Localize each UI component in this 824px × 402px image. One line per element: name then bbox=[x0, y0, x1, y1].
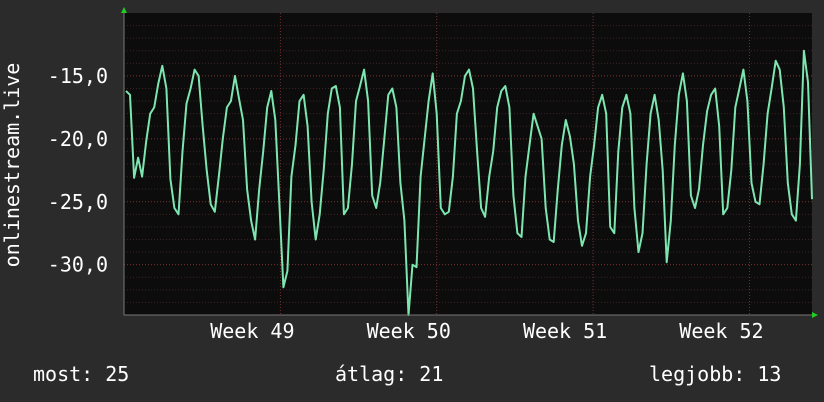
x-tick-label: Week 52 bbox=[679, 319, 763, 343]
x-tick-label: Week 49 bbox=[210, 319, 294, 343]
average-value: átlag: 21 bbox=[335, 362, 444, 386]
x-tick-label: Week 50 bbox=[367, 319, 451, 343]
x-tick-label: Week 51 bbox=[523, 319, 607, 343]
minor-grid bbox=[124, 25, 812, 316]
x-axis-ticks: Week 49 Week 50 Week 51 Week 52 bbox=[210, 319, 763, 343]
y-tick-label: -25,0 bbox=[48, 190, 108, 214]
y-axis-ticks: -15,0 -20,0 -25,0 -30,0 bbox=[48, 64, 108, 277]
y-axis-label: onlinestream.live bbox=[0, 63, 24, 268]
current-value: most: 25 bbox=[33, 362, 130, 386]
y-tick-label: -20,0 bbox=[48, 127, 108, 151]
series-line bbox=[125, 49, 813, 316]
x-axis-arrow-icon bbox=[812, 312, 818, 318]
y-tick-label: -15,0 bbox=[48, 64, 108, 88]
major-grid bbox=[124, 13, 812, 315]
best-value: legjobb: 13 bbox=[649, 362, 782, 386]
plot-area bbox=[124, 13, 812, 315]
y-tick-label: -30,0 bbox=[48, 253, 108, 277]
y-axis-arrow-icon bbox=[121, 7, 127, 13]
